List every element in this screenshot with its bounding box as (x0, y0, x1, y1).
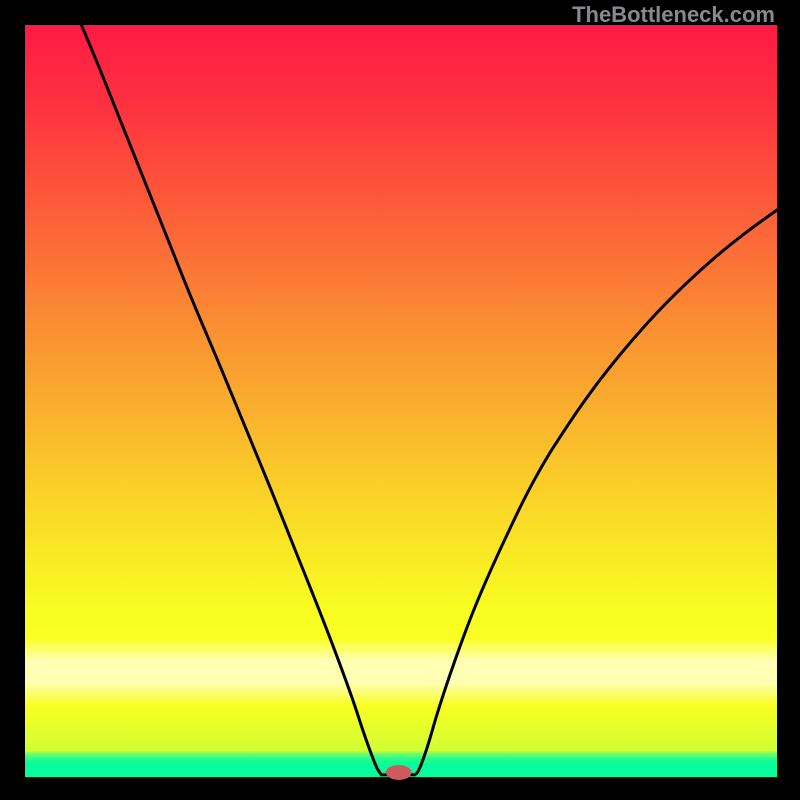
bottleneck-chart (0, 0, 800, 800)
optimal-point-marker (386, 765, 412, 780)
chart-container: { "chart": { "type": "line", "width_px":… (0, 0, 800, 800)
plot-background (25, 25, 777, 777)
